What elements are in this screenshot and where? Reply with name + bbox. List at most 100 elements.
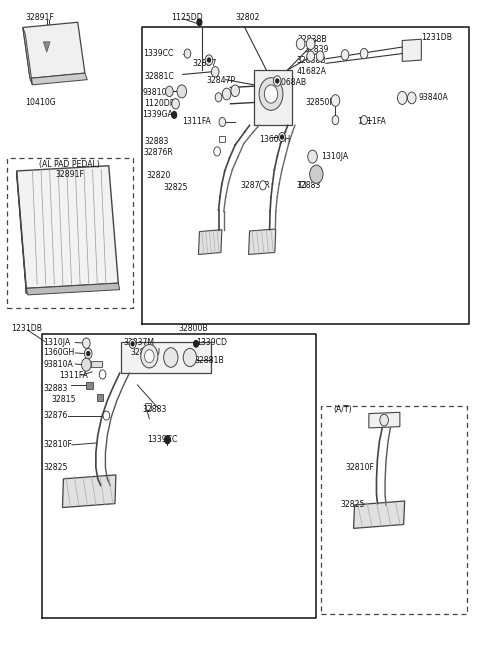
Circle shape <box>307 51 314 62</box>
Text: 32883: 32883 <box>296 181 321 190</box>
Polygon shape <box>354 501 405 529</box>
Polygon shape <box>43 42 50 52</box>
Text: 1339CC: 1339CC <box>144 49 174 58</box>
Text: 32802: 32802 <box>235 13 260 22</box>
Text: 1310JA: 1310JA <box>321 152 348 161</box>
Text: 32800B: 32800B <box>178 324 207 333</box>
Text: 1068AB: 1068AB <box>276 78 306 86</box>
Circle shape <box>397 92 407 104</box>
Text: (AL PAD PEDAL): (AL PAD PEDAL) <box>39 160 100 169</box>
Circle shape <box>219 117 226 126</box>
Text: 41682A: 41682A <box>296 67 326 76</box>
Circle shape <box>281 135 283 139</box>
Circle shape <box>166 86 173 97</box>
Circle shape <box>279 132 285 141</box>
Text: 32825: 32825 <box>43 463 68 472</box>
Bar <box>144 403 151 410</box>
Text: 32815: 32815 <box>51 396 76 404</box>
Circle shape <box>231 85 240 97</box>
Text: 32837: 32837 <box>192 59 216 68</box>
Circle shape <box>165 436 170 443</box>
Circle shape <box>274 76 281 86</box>
Text: 32883: 32883 <box>144 137 169 146</box>
Circle shape <box>260 181 266 190</box>
Polygon shape <box>17 166 118 288</box>
Circle shape <box>360 48 368 59</box>
Text: 32810F: 32810F <box>43 440 72 449</box>
Circle shape <box>131 342 134 346</box>
Circle shape <box>310 165 323 183</box>
Circle shape <box>222 88 231 100</box>
Polygon shape <box>23 22 85 79</box>
Circle shape <box>84 348 92 359</box>
Bar <box>91 362 102 367</box>
Circle shape <box>183 348 197 367</box>
Polygon shape <box>199 230 222 254</box>
Polygon shape <box>254 70 292 125</box>
Circle shape <box>164 348 178 367</box>
Polygon shape <box>23 28 33 85</box>
Circle shape <box>172 111 177 118</box>
Text: 32876: 32876 <box>43 411 68 420</box>
Circle shape <box>99 370 106 379</box>
Polygon shape <box>26 283 120 295</box>
Circle shape <box>259 78 283 110</box>
Text: 1120DF: 1120DF <box>144 100 175 108</box>
Text: 1125DD: 1125DD <box>171 13 203 22</box>
Text: 1339CC: 1339CC <box>147 435 177 444</box>
Circle shape <box>194 341 199 347</box>
Circle shape <box>207 58 210 62</box>
Circle shape <box>380 414 388 426</box>
Polygon shape <box>369 412 400 428</box>
Text: 93810A: 93810A <box>43 360 73 369</box>
Polygon shape <box>249 229 276 254</box>
Text: 1311FA: 1311FA <box>357 117 385 126</box>
Bar <box>97 394 103 401</box>
Text: 32838B: 32838B <box>296 56 326 65</box>
Circle shape <box>211 67 219 77</box>
Text: 32876R: 32876R <box>240 181 270 190</box>
Text: 1339CD: 1339CD <box>196 338 227 347</box>
Polygon shape <box>17 171 26 293</box>
Circle shape <box>296 38 305 50</box>
Text: 10410G: 10410G <box>25 98 56 107</box>
Text: 93810B: 93810B <box>142 88 172 97</box>
Text: 32881C: 32881C <box>144 72 174 81</box>
Text: 32839: 32839 <box>304 45 329 54</box>
Circle shape <box>316 51 324 62</box>
Text: 1360GH: 1360GH <box>43 348 74 358</box>
Circle shape <box>141 345 158 368</box>
Text: 32883: 32883 <box>43 384 68 393</box>
Text: 32847P: 32847P <box>206 77 236 85</box>
Text: 32825: 32825 <box>340 500 365 510</box>
Bar <box>219 136 225 142</box>
Polygon shape <box>120 342 211 373</box>
Circle shape <box>205 55 213 66</box>
Bar <box>86 382 93 390</box>
Circle shape <box>177 85 187 98</box>
Circle shape <box>214 147 220 156</box>
Text: 32838B: 32838B <box>297 35 327 44</box>
Text: 1339GA: 1339GA <box>142 111 173 119</box>
Text: 32837M: 32837M <box>123 338 154 347</box>
Circle shape <box>276 79 279 83</box>
Bar <box>299 181 305 187</box>
Circle shape <box>103 411 110 420</box>
Circle shape <box>87 352 90 356</box>
Text: 32820: 32820 <box>146 171 170 180</box>
Circle shape <box>361 115 367 124</box>
Text: 1311FA: 1311FA <box>59 371 87 381</box>
Text: 32891F: 32891F <box>25 13 54 22</box>
Text: 32825: 32825 <box>164 183 188 192</box>
Circle shape <box>306 38 315 50</box>
Text: 1311FA: 1311FA <box>182 117 211 126</box>
Text: 1231DB: 1231DB <box>11 324 42 333</box>
Circle shape <box>215 93 222 102</box>
Circle shape <box>341 50 349 60</box>
Text: 1360GH: 1360GH <box>259 134 290 143</box>
Text: 93840A: 93840A <box>419 94 449 102</box>
Circle shape <box>82 358 91 371</box>
Text: 32830U: 32830U <box>130 348 160 358</box>
Circle shape <box>83 338 90 348</box>
Text: 32810F: 32810F <box>345 463 374 472</box>
